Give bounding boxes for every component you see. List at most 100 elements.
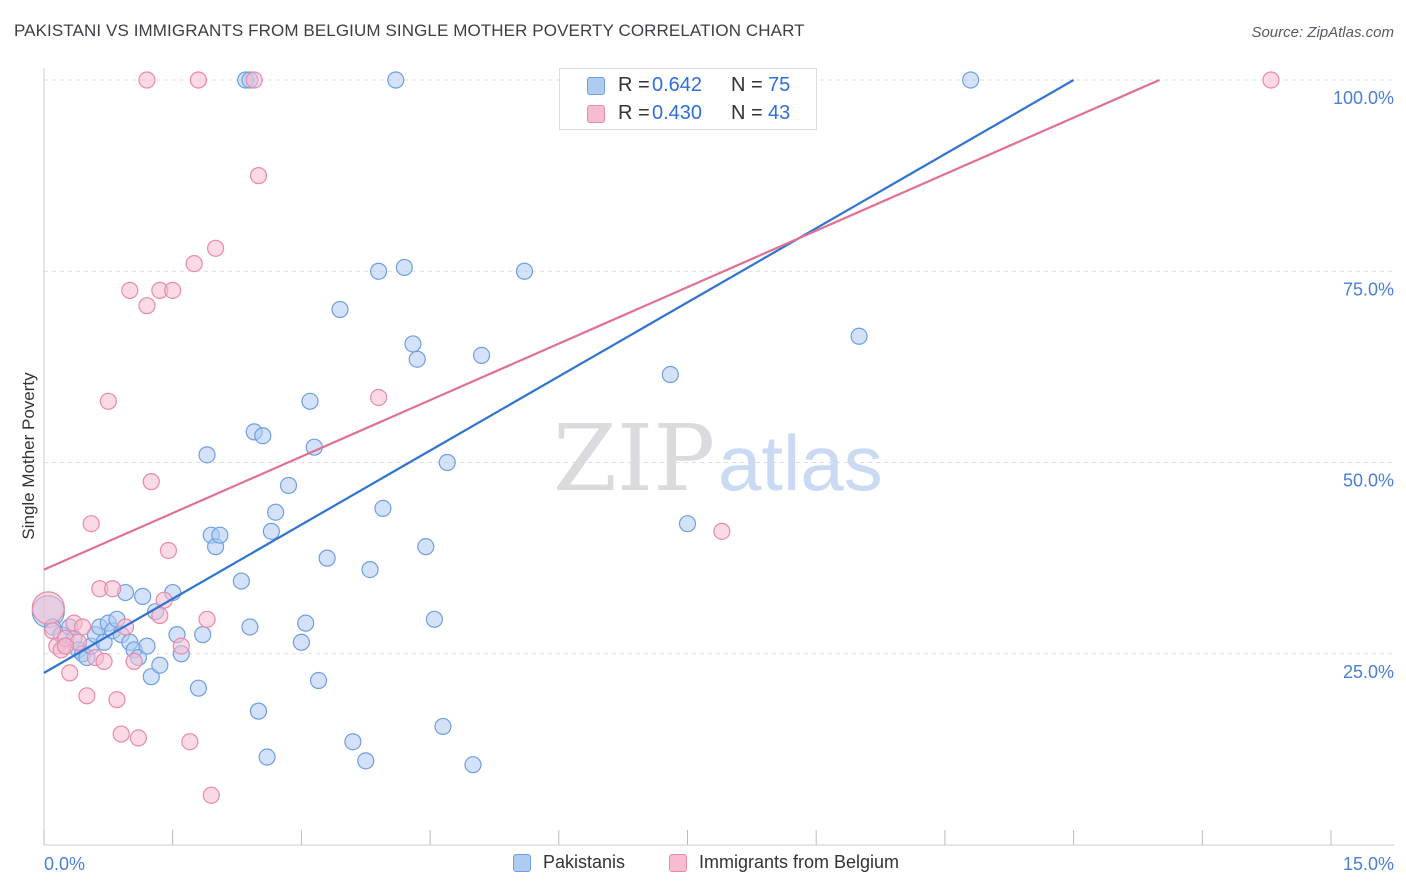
point-pakistanis — [331, 300, 349, 319]
legend-r-value: 0.430 — [652, 102, 703, 124]
data-points — [31, 71, 1280, 804]
point-belgium — [78, 687, 96, 705]
source-credit: Source: ZipAtlas.com — [1251, 24, 1394, 41]
point-pakistanis — [472, 346, 491, 364]
point-pakistanis — [292, 633, 310, 651]
point-pakistanis — [309, 671, 328, 690]
point-belgium — [1262, 71, 1280, 89]
point-pakistanis — [198, 446, 216, 464]
series-legend: Pakistanis Immigrants from Belgium — [0, 851, 1406, 877]
point-pakistanis — [661, 365, 679, 384]
legend-label-pakistanis: Pakistanis — [543, 852, 626, 872]
point-pakistanis — [678, 515, 697, 533]
point-pakistanis — [374, 499, 392, 517]
trend-lines — [43, 78, 1160, 674]
point-belgium — [74, 618, 92, 636]
point-pakistanis — [258, 748, 276, 766]
point-pakistanis — [361, 560, 379, 579]
watermark-atlas: atlas — [718, 419, 883, 507]
point-belgium — [202, 786, 220, 804]
trend-line-belgium — [43, 78, 1160, 571]
legend-n-label: N = — [731, 74, 763, 96]
point-pakistanis — [387, 71, 405, 89]
watermark-zip: ZIP — [553, 405, 715, 512]
point-belgium — [129, 729, 147, 747]
point-belgium — [138, 297, 156, 315]
axes — [43, 68, 1394, 846]
point-belgium — [82, 515, 100, 533]
point-belgium — [207, 239, 225, 257]
point-pakistanis — [138, 637, 156, 655]
legend-r-value: 0.642 — [652, 74, 703, 96]
y-tick-label: 75.0% — [1343, 279, 1394, 299]
y-tick-label: 25.0% — [1343, 662, 1394, 682]
point-pakistanis — [241, 618, 259, 636]
point-pakistanis — [438, 453, 456, 472]
point-pakistanis — [370, 262, 388, 280]
point-pakistanis — [962, 71, 980, 89]
legend-row-belgium: R = 0.430 N = 43 — [560, 99, 818, 129]
point-belgium — [138, 71, 156, 89]
point-pakistanis — [395, 258, 413, 277]
point-belgium — [31, 591, 65, 625]
point-pakistanis — [434, 717, 452, 736]
correlation-legend: R = 0.642 N = 75 R = 0.430 N = 43 — [559, 68, 817, 130]
x-tick-label-max: 15.0% — [1343, 854, 1394, 874]
y-tick-label: 50.0% — [1343, 471, 1394, 491]
legend-r-label: R = — [618, 74, 650, 96]
point-pakistanis — [211, 526, 229, 544]
point-pakistanis — [425, 610, 443, 628]
point-pakistanis — [408, 350, 426, 368]
point-belgium — [249, 167, 268, 185]
point-pakistanis — [404, 335, 422, 353]
axis-labels: 25.0% 50.0% 75.0% 100.0% 0.0% 15.0% Single Mot… — [19, 88, 1394, 874]
point-pakistanis — [151, 656, 169, 674]
point-belgium — [181, 733, 199, 751]
point-pakistanis — [232, 572, 250, 590]
legend-swatch-blue — [513, 854, 531, 872]
point-belgium — [713, 522, 731, 540]
point-belgium — [370, 388, 388, 407]
point-pakistanis — [464, 756, 482, 774]
point-pakistanis — [194, 626, 212, 644]
point-belgium — [159, 541, 178, 560]
legend-n-label: N = — [731, 102, 763, 124]
point-pakistanis — [142, 668, 160, 686]
point-belgium — [104, 580, 122, 598]
point-pakistanis — [301, 392, 319, 410]
legend-row-pakistanis: R = 0.642 N = 75 — [560, 71, 818, 101]
point-pakistanis — [189, 679, 208, 697]
point-belgium — [185, 255, 203, 273]
legend-swatch-pink — [669, 854, 687, 872]
point-belgium — [108, 691, 126, 709]
point-belgium — [56, 637, 75, 655]
point-belgium — [151, 606, 169, 625]
point-pakistanis — [850, 327, 868, 345]
point-pakistanis — [417, 538, 435, 556]
legend-label-belgium: Immigrants from Belgium — [699, 852, 900, 872]
point-belgium — [189, 71, 208, 89]
trend-line-pakistanis — [43, 79, 1075, 674]
point-belgium — [95, 652, 113, 671]
point-pakistanis — [267, 503, 285, 521]
point-belgium — [121, 281, 139, 299]
legend-n-value: 43 — [768, 102, 791, 124]
legend-swatch-blue — [587, 77, 605, 95]
point-pakistanis — [262, 522, 280, 540]
point-belgium — [198, 610, 216, 628]
point-belgium — [112, 725, 130, 743]
point-belgium — [99, 392, 117, 410]
x-tick-label-min: 0.0% — [44, 854, 85, 874]
point-pakistanis — [249, 702, 268, 720]
point-pakistanis — [254, 427, 272, 445]
point-belgium — [164, 281, 182, 299]
point-pakistanis — [134, 587, 152, 605]
chart-title: PAKISTANI VS IMMIGRANTS FROM BELGIUM SIN… — [14, 21, 805, 40]
point-belgium — [172, 637, 190, 655]
point-belgium — [245, 71, 263, 89]
point-pakistanis — [344, 733, 362, 751]
point-pakistanis — [318, 549, 336, 567]
point-pakistanis — [297, 614, 315, 632]
legend-n-value: 75 — [768, 74, 791, 96]
